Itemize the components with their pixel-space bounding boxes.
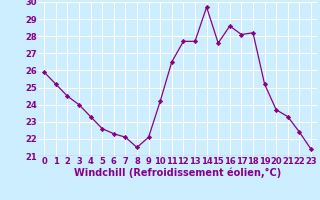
X-axis label: Windchill (Refroidissement éolien,°C): Windchill (Refroidissement éolien,°C): [74, 168, 281, 178]
